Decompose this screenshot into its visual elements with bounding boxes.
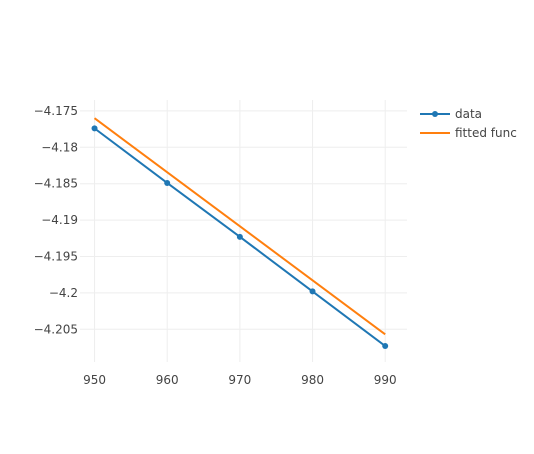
x-tick-label: 970 (228, 373, 251, 387)
legend-item-fitted-func[interactable]: fitted func (420, 126, 517, 140)
x-tick-label: 980 (301, 373, 324, 387)
data-point[interactable] (236, 233, 243, 240)
y-tick-label: −4.205 (34, 322, 78, 336)
y-tick-label: −4.18 (41, 140, 78, 154)
series (91, 117, 389, 349)
data-point[interactable] (309, 288, 316, 295)
x-tick-label: 950 (83, 373, 106, 387)
y-tick-label: −4.185 (34, 177, 78, 191)
legend-item-data[interactable]: data (420, 107, 482, 121)
y-tick-label: −4.175 (34, 104, 78, 118)
data-point[interactable] (91, 125, 98, 132)
legend-label: data (455, 107, 482, 121)
x-tick-label: 960 (156, 373, 179, 387)
legend[interactable]: data fitted func (420, 107, 517, 140)
x-tick-label: 990 (374, 373, 397, 387)
data-point[interactable] (382, 342, 389, 349)
y-tick-label: −4.19 (41, 213, 78, 227)
legend-marker (432, 111, 438, 117)
series-line-fitted-func (93, 117, 386, 336)
axes: 950 960 970 980 990 −4.175 −4.18 −4.185 −4.19 −4.… (34, 104, 397, 387)
y-tick-label: −4.195 (34, 249, 78, 263)
legend-label: fitted func (455, 126, 517, 140)
data-point[interactable] (164, 179, 171, 186)
y-tick-label: −4.2 (49, 286, 78, 300)
